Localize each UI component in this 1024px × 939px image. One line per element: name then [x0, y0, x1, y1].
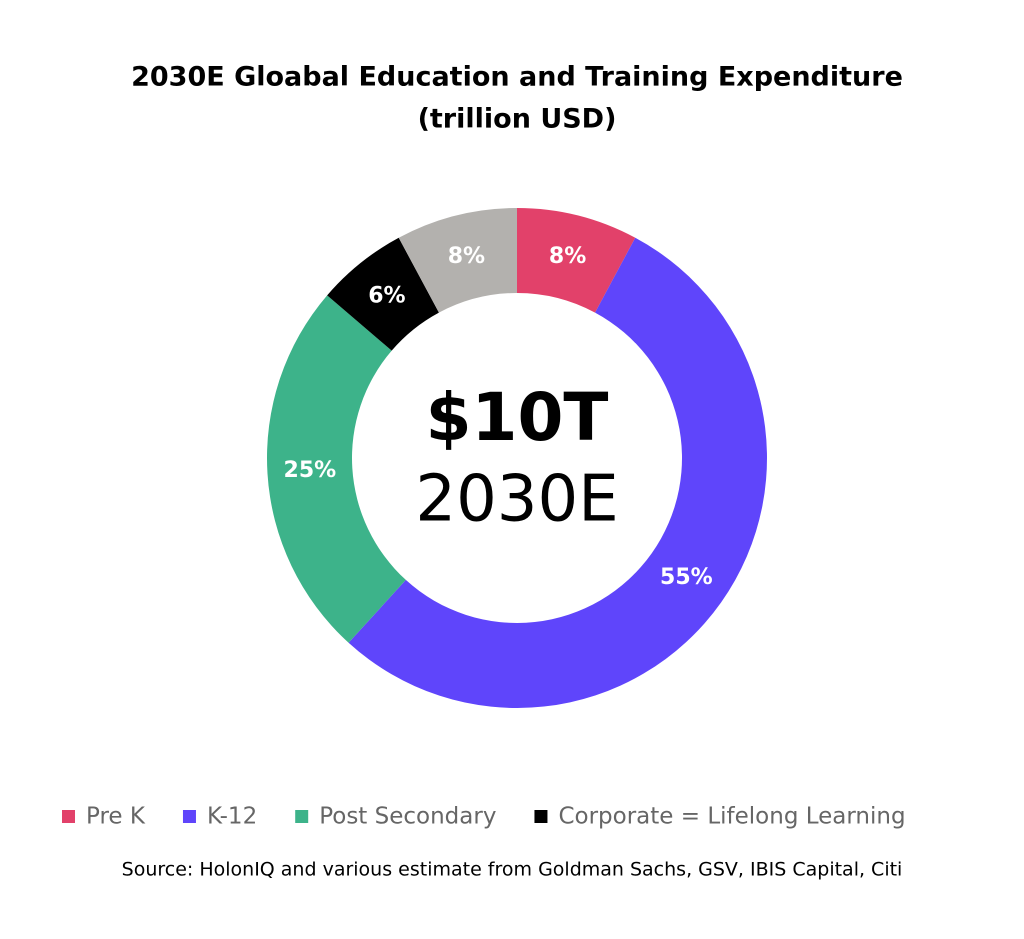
- donut-segment: [266, 295, 406, 643]
- donut-segment: [517, 208, 636, 313]
- donut-segment: [348, 237, 767, 708]
- donut-segment: [327, 237, 439, 351]
- source-note: Source: HolonIQ and various estimate fro…: [122, 859, 903, 881]
- data-label: 25%: [284, 458, 337, 483]
- legend-swatch: [182, 810, 196, 823]
- legend-label: Post Secondary: [319, 804, 496, 830]
- data-label: 55%: [660, 565, 713, 590]
- legend-swatch: [295, 810, 309, 823]
- legend-label: Pre K: [86, 804, 146, 830]
- legend-swatch: [62, 810, 75, 823]
- center-label: $10T: [426, 379, 609, 456]
- data-label: 6%: [368, 283, 405, 308]
- donut-segment: [398, 208, 517, 313]
- legend-label: Corporate = Lifelong Learning: [558, 804, 905, 830]
- data-label: 8%: [549, 244, 586, 269]
- legend-label: K-12: [207, 804, 257, 830]
- legend-swatch: [534, 810, 548, 823]
- chart-subtitle: (trillion USD): [418, 104, 617, 135]
- chart-title: 2030E Gloabal Education and Training Exp…: [131, 62, 903, 93]
- center-sublabel: 2030E: [415, 463, 618, 537]
- data-label: 8%: [448, 244, 485, 269]
